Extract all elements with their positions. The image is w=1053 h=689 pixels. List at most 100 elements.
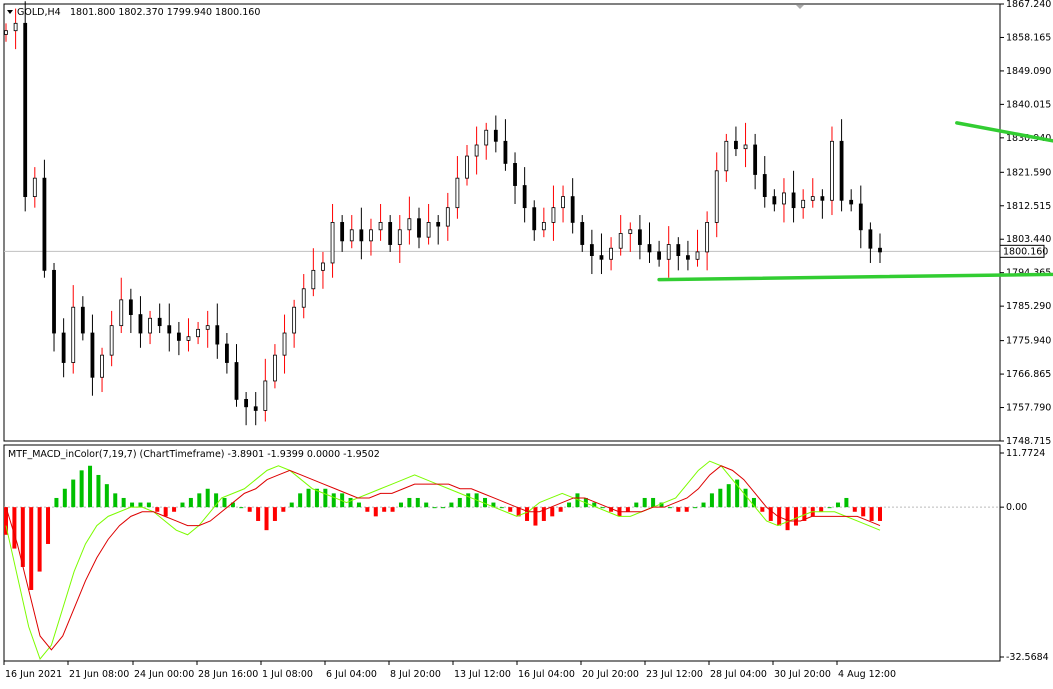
macd-histogram-bar (239, 507, 244, 509)
indicator-axis-label: 0.00 (1006, 502, 1027, 513)
candle-body (119, 299, 124, 327)
candle-body (455, 177, 460, 209)
macd-histogram-bar (441, 507, 445, 509)
candle-body (157, 317, 162, 327)
macd-histogram-bar (88, 465, 93, 508)
macd-histogram-bar (155, 507, 160, 512)
macd-histogram-bar (869, 507, 874, 521)
candle-body (186, 336, 191, 341)
macd-histogram-bar (693, 507, 698, 509)
macd-histogram-bar (96, 474, 101, 508)
macd-histogram-bar (298, 493, 303, 508)
price-axis-label: 1775.940 (1006, 336, 1051, 347)
macd-histogram-bar (415, 497, 420, 508)
candle-body (541, 222, 546, 231)
candle-body (532, 207, 537, 231)
candle-body (858, 203, 863, 231)
macd-histogram-bar (289, 502, 294, 508)
candle-body (647, 244, 652, 253)
dropdown-arrow-icon[interactable] (7, 10, 13, 14)
macd-histogram-bar (331, 493, 336, 508)
candle-body (109, 325, 114, 356)
macd-histogram-bar (609, 507, 614, 512)
candle-body (340, 222, 345, 242)
candle-body (561, 196, 565, 209)
price-axis-label: 1849.090 (1006, 66, 1051, 77)
price-axis-label: 1858.165 (1006, 32, 1051, 43)
candle-body (551, 207, 556, 223)
macd-histogram-bar (37, 507, 42, 572)
macd-histogram-bar (508, 507, 513, 512)
candle-body (397, 229, 402, 245)
time-axis-label: 16 Jun 2021 (5, 669, 62, 680)
price-axis-label: 1821.590 (1006, 167, 1051, 178)
macd-histogram-bar (12, 507, 17, 549)
candle-body (359, 229, 364, 242)
macd-histogram-bar (625, 507, 630, 512)
chart-shift-marker-icon[interactable] (796, 5, 804, 9)
candle-body (474, 144, 479, 157)
macd-histogram-bar (247, 507, 252, 512)
candle-body (42, 177, 47, 271)
candle-body (782, 192, 786, 205)
candle-body (32, 177, 37, 198)
macd-histogram-bar (62, 488, 67, 508)
macd-histogram-bar (323, 488, 328, 508)
macd-histogram-bar (121, 497, 126, 508)
macd-histogram-bar (356, 502, 361, 508)
ohlc-values: 1801.800 1802.370 1799.940 1800.160 (70, 7, 260, 18)
candle-body (570, 196, 575, 223)
time-axis-label: 13 Jul 12:00 (454, 669, 511, 680)
macd-histogram-bar (499, 507, 504, 509)
macd-histogram-bar (852, 507, 857, 512)
candle-body (445, 207, 450, 227)
candle-body (513, 163, 517, 186)
price-axis-label: 1840.015 (1006, 99, 1051, 110)
candle-body (657, 251, 661, 260)
macd-histogram-bar (659, 502, 664, 508)
time-axis-label: 6 Jul 04:00 (326, 669, 377, 680)
candle-body (71, 306, 76, 363)
macd-histogram-bar (314, 488, 319, 508)
macd-histogram-bar (802, 507, 807, 521)
candle-body (426, 222, 431, 238)
candle-body (743, 144, 748, 150)
macd-histogram-bar (138, 502, 143, 508)
time-axis-label: 28 Jun 16:00 (198, 669, 258, 680)
macd-histogram-bar (424, 502, 429, 508)
macd-histogram-bar (709, 493, 714, 508)
macd-histogram-bar (407, 497, 412, 508)
macd-histogram-bar (760, 507, 765, 512)
macd-histogram-bar (449, 502, 454, 508)
candle-body (830, 140, 834, 201)
time-axis-label: 21 Jun 08:00 (69, 669, 129, 680)
macd-histogram-bar (819, 507, 824, 512)
candle-body (503, 140, 508, 164)
candle-body (493, 129, 498, 142)
candle-body (436, 222, 441, 227)
macd-histogram-bar (743, 488, 748, 508)
macd-histogram-bar (130, 502, 135, 508)
time-axis-label: 8 Jul 20:00 (390, 669, 441, 680)
macd-histogram-bar (79, 470, 84, 508)
price-axis-label: 1757.790 (1006, 403, 1051, 414)
macd-histogram-bar (365, 507, 370, 512)
candle-body (772, 196, 777, 205)
price-axis-label: 1812.515 (1006, 201, 1051, 212)
candle-body (820, 196, 825, 201)
indicator-axis-label: 11.7724 (1006, 448, 1045, 459)
candle-body (349, 229, 354, 242)
time-axis-label: 24 Jun 00:00 (134, 669, 194, 680)
macd-histogram-bar (390, 507, 395, 512)
candle-body (330, 222, 335, 264)
candle-body (369, 229, 373, 242)
candle-body (80, 306, 85, 334)
candle-body (244, 398, 249, 408)
macd-histogram-bar (256, 507, 261, 521)
macd-histogram-bar (701, 502, 706, 508)
macd-histogram-bar (533, 507, 538, 526)
macd-histogram-bar (230, 502, 235, 508)
candle-body (666, 244, 671, 260)
symbol-timeframe-label: GOLD,H4 (17, 7, 61, 18)
